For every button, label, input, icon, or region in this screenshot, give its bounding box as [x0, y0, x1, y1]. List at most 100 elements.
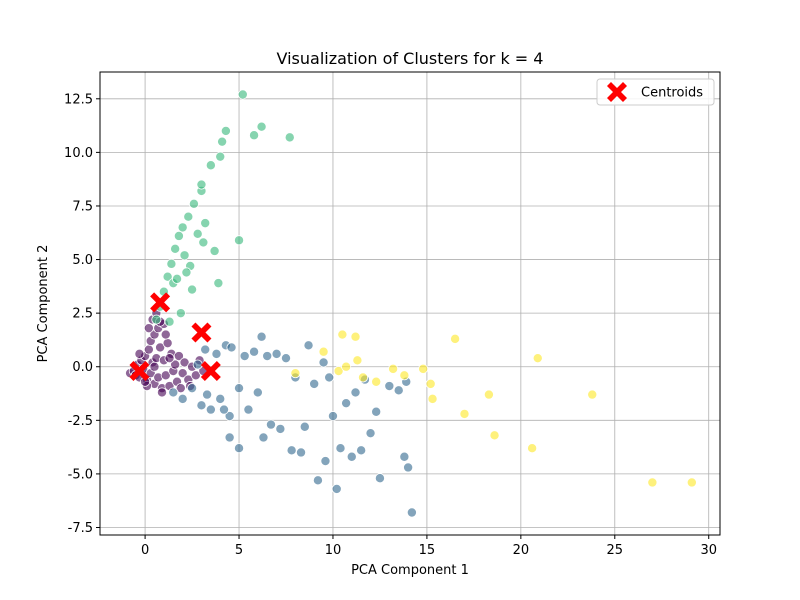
cluster-3-point — [450, 333, 461, 344]
cluster-1-point — [318, 357, 329, 368]
y-tick-label: -5.0 — [68, 467, 93, 482]
cluster-2-point — [205, 160, 216, 171]
cluster-0-point — [160, 329, 171, 340]
cluster-1-point — [215, 393, 226, 404]
cluster-0-point — [149, 361, 160, 372]
cluster-1-point — [187, 383, 198, 394]
cluster-1-point — [275, 423, 286, 434]
cluster-1-point — [256, 331, 267, 342]
cluster-2-point — [237, 89, 248, 100]
cluster-2-point — [175, 308, 186, 319]
cluster-0-point — [134, 348, 145, 359]
cluster-1-point — [356, 445, 367, 456]
cluster-3-point — [318, 346, 329, 357]
cluster-3-point — [352, 355, 363, 366]
cluster-1-point — [374, 473, 385, 484]
cluster-2-point — [177, 222, 188, 233]
cluster-1-point — [286, 445, 297, 456]
centroid-marker — [150, 292, 171, 313]
cluster-3-point — [290, 368, 301, 379]
y-tick-label: 2.5 — [72, 307, 93, 322]
cluster-1-point — [346, 451, 357, 462]
cluster-3-point — [333, 366, 344, 377]
cluster-1-point — [196, 400, 207, 411]
centroid-markers — [129, 292, 221, 382]
cluster-1-point — [177, 393, 188, 404]
cluster-1-point — [371, 406, 382, 417]
cluster-1-point — [299, 421, 310, 432]
cluster-0-point — [156, 387, 167, 398]
cluster-2-point — [170, 243, 181, 254]
cluster-2-point — [172, 273, 183, 284]
y-tick-label: -2.5 — [68, 414, 93, 429]
cluster-3-point — [587, 389, 598, 400]
cluster-1-point — [239, 351, 250, 362]
cluster-2-point — [198, 237, 209, 248]
cluster-2-point — [179, 250, 190, 261]
cluster-3-point — [483, 389, 494, 400]
cluster-2-point — [188, 198, 199, 209]
cluster-1-point — [168, 387, 179, 398]
cluster-2-point — [166, 258, 177, 269]
cluster-1-point — [200, 344, 211, 355]
legend-centroid-marker — [607, 82, 627, 102]
cluster-2-point — [209, 245, 220, 256]
cluster-3-point — [358, 372, 369, 383]
cluster-1-point — [384, 381, 395, 392]
cluster-0-point — [155, 342, 166, 353]
legend-entry-centroids: Centroids — [641, 86, 703, 101]
x-tick-label: 30 — [700, 543, 717, 558]
cluster-1-point — [393, 385, 404, 396]
x-tick-label: 25 — [607, 543, 624, 558]
cluster-1-point — [192, 359, 203, 370]
cluster-2-point — [215, 151, 226, 162]
cluster-3-point — [399, 370, 410, 381]
cluster-0-point — [143, 344, 154, 355]
centroid-marker — [191, 322, 212, 343]
cluster-1-point — [312, 475, 323, 486]
cluster-1-point — [202, 389, 213, 400]
cluster-1-point — [205, 404, 216, 415]
cluster-1-point — [327, 411, 338, 422]
cluster-1-point — [320, 456, 331, 467]
cluster-3-point — [427, 393, 438, 404]
cluster-2-point — [284, 132, 295, 143]
x-tick-label: 5 — [235, 543, 243, 558]
cluster-3-point — [459, 408, 470, 419]
cluster-1-point — [211, 348, 222, 359]
y-tick-label: 5.0 — [72, 253, 93, 268]
plot-frame — [99, 71, 721, 536]
data-points — [125, 89, 697, 518]
cluster-3-point — [686, 477, 697, 488]
x-tick-label: 0 — [141, 543, 149, 558]
cluster-1-point — [335, 443, 346, 454]
cluster-0-point — [162, 338, 173, 349]
cluster-0-point — [190, 370, 201, 381]
cluster-3-point — [425, 378, 436, 389]
y-tick-label: 7.5 — [72, 199, 93, 214]
cluster-1-point — [249, 346, 260, 357]
y-axis-label: PCA Component 2 — [36, 245, 51, 363]
cluster-1-point — [234, 443, 245, 454]
cluster-1-point — [406, 507, 417, 518]
cluster-1-point — [296, 447, 307, 458]
legend-centroid-icon — [607, 82, 627, 102]
cluster-2-point — [164, 316, 175, 327]
cluster-1-point — [218, 404, 229, 415]
x-tick-label: 15 — [419, 543, 436, 558]
cluster-1-point — [399, 451, 410, 462]
cluster-1-point — [265, 419, 276, 430]
cluster-1-point — [243, 404, 254, 415]
cluster-2-point — [234, 235, 245, 246]
cluster-0-point — [143, 323, 154, 334]
cluster-2-point — [213, 278, 224, 289]
cluster-1-point — [324, 372, 335, 383]
cluster-1-point — [331, 483, 342, 494]
cluster-3-point — [489, 430, 500, 441]
y-tick-label: 10.0 — [64, 146, 93, 161]
cluster-1-point — [258, 432, 269, 443]
centroid-marker — [129, 361, 150, 382]
cluster-3-point — [341, 361, 352, 372]
cluster-0-point — [173, 351, 184, 362]
